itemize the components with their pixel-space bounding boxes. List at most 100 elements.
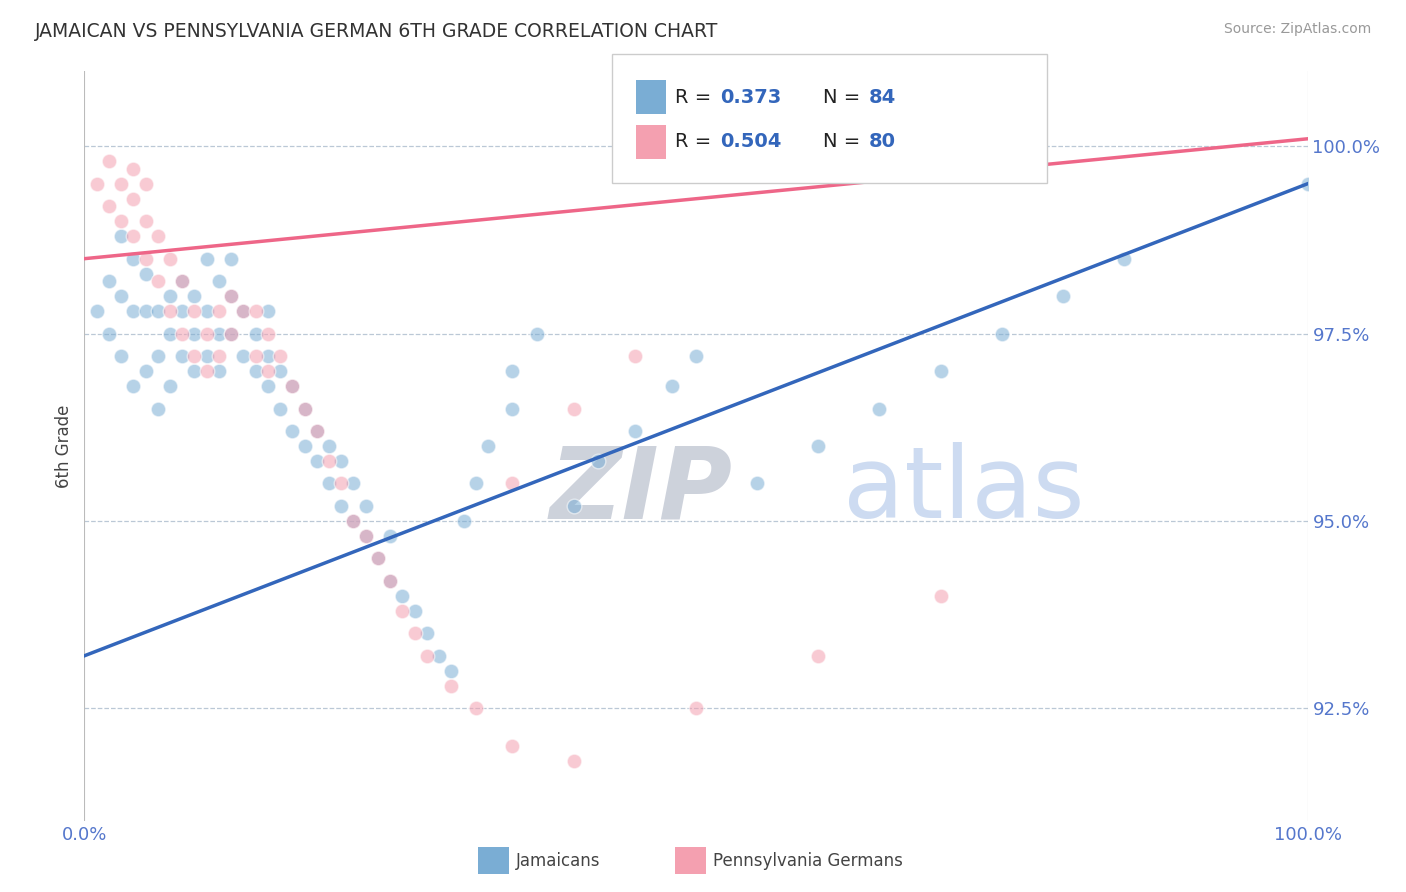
Point <box>135 252 157 266</box>
Point <box>869 401 891 416</box>
Point <box>391 604 413 618</box>
Point <box>183 304 205 318</box>
Point <box>195 252 218 266</box>
Point <box>122 192 145 206</box>
Point <box>97 154 120 169</box>
Text: Pennsylvania Germans: Pennsylvania Germans <box>713 852 903 870</box>
Point <box>281 424 304 438</box>
Point <box>294 439 316 453</box>
Point <box>661 379 683 393</box>
Point <box>318 439 340 453</box>
Point <box>257 364 280 378</box>
Point <box>269 401 291 416</box>
Text: N =: N = <box>823 132 866 152</box>
Point <box>183 289 205 303</box>
Point <box>232 304 254 318</box>
Point <box>404 604 426 618</box>
Point <box>281 379 304 393</box>
Point <box>391 589 413 603</box>
Point <box>330 454 353 468</box>
Text: 0.504: 0.504 <box>720 132 782 152</box>
Point <box>146 349 169 363</box>
Point <box>146 401 169 416</box>
Point <box>172 349 194 363</box>
Y-axis label: 6th Grade: 6th Grade <box>55 404 73 488</box>
Point <box>195 349 218 363</box>
Point <box>195 364 218 378</box>
Point <box>97 326 120 341</box>
Point <box>232 349 254 363</box>
Point <box>159 326 181 341</box>
Point <box>294 401 316 416</box>
Point <box>208 349 231 363</box>
Point <box>526 326 548 341</box>
Point <box>464 476 486 491</box>
Point <box>245 364 267 378</box>
Text: JAMAICAN VS PENNSYLVANIA GERMAN 6TH GRADE CORRELATION CHART: JAMAICAN VS PENNSYLVANIA GERMAN 6TH GRAD… <box>35 22 718 41</box>
Text: 0.373: 0.373 <box>720 87 782 107</box>
Point <box>440 664 463 678</box>
Point <box>305 454 328 468</box>
Point <box>624 349 647 363</box>
Point <box>427 648 450 663</box>
Point <box>232 304 254 318</box>
Point <box>159 252 181 266</box>
Point <box>380 574 402 588</box>
Point <box>404 626 426 640</box>
Point <box>257 349 280 363</box>
Point <box>195 326 218 341</box>
Point <box>183 364 205 378</box>
Point <box>172 274 194 288</box>
Point <box>122 252 145 266</box>
Point <box>110 229 132 244</box>
Point <box>330 499 353 513</box>
Point <box>1114 252 1136 266</box>
Point <box>502 364 524 378</box>
Point <box>208 364 231 378</box>
Point <box>502 401 524 416</box>
Point <box>219 289 242 303</box>
Point <box>183 349 205 363</box>
Point <box>146 229 169 244</box>
Point <box>416 626 439 640</box>
Point <box>86 177 108 191</box>
Point <box>257 379 280 393</box>
Point <box>502 739 524 753</box>
Text: atlas: atlas <box>842 442 1084 540</box>
Text: R =: R = <box>675 87 717 107</box>
Point <box>367 551 389 566</box>
Point <box>146 304 169 318</box>
Text: Jamaicans: Jamaicans <box>516 852 600 870</box>
Point <box>219 252 242 266</box>
Point <box>477 439 499 453</box>
Point <box>929 364 952 378</box>
Point <box>991 326 1014 341</box>
Point <box>416 648 439 663</box>
Point <box>929 589 952 603</box>
Point <box>685 701 707 715</box>
Point <box>110 289 132 303</box>
Point <box>380 529 402 543</box>
Point <box>245 326 267 341</box>
Point <box>146 274 169 288</box>
Point <box>122 229 145 244</box>
Point <box>122 304 145 318</box>
Point <box>135 214 157 228</box>
Point <box>135 364 157 378</box>
Point <box>354 529 377 543</box>
Point <box>624 424 647 438</box>
Point <box>135 304 157 318</box>
Point <box>807 439 830 453</box>
Point <box>305 424 328 438</box>
Point <box>159 304 181 318</box>
Point <box>257 326 280 341</box>
Point <box>502 476 524 491</box>
Point <box>159 379 181 393</box>
Point <box>86 304 108 318</box>
Point <box>208 274 231 288</box>
Point <box>440 679 463 693</box>
Point <box>1296 177 1319 191</box>
Point <box>807 648 830 663</box>
Point <box>245 349 267 363</box>
Point <box>380 574 402 588</box>
